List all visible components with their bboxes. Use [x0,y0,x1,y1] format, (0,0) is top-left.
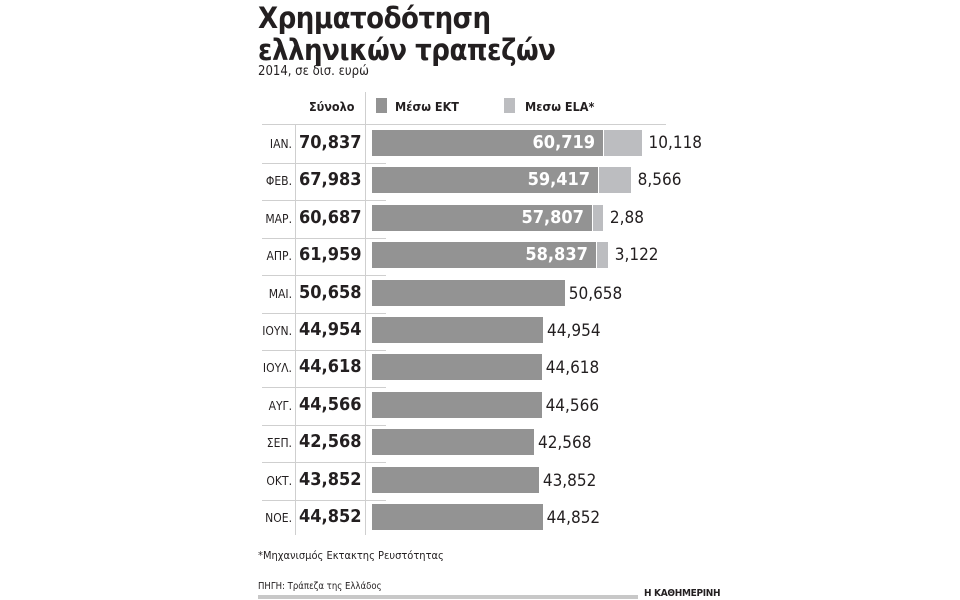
bar-ecb-value: 44,566 [545,395,600,416]
chart-title: Χρηματοδότηση ελληνικών τραπεζών [258,1,556,67]
month-label: ΦΕΒ. [265,174,292,189]
month-label: ΙΑΝ. [269,137,292,151]
bar-ecb-value: 43,852 [542,470,597,491]
month-label: ΜΑΙ. [268,286,292,301]
divider-month-total [295,124,296,535]
row-divider [262,499,386,501]
bar-ecb [372,466,539,493]
row-divider [262,275,386,277]
month-label: ΣΕΠ. [266,436,292,451]
bar-ecb-value: 58,837 [525,244,588,266]
footnote: *Μηχανισμός Εκτακτης Ρευστότητας [258,549,444,562]
month-label: ΜΑΡ. [265,211,292,226]
month-label: ΟΚΤ. [266,473,292,488]
row-divider [262,200,386,202]
bar-ecb-value: 42,568 [537,433,592,454]
brand-logo: Η ΚΑΘΗΜΕΡΙΝΗ [644,588,721,599]
bar-ecb-value: 50,658 [568,283,623,304]
bar-ela-value: 8,566 [637,170,682,191]
legend-swatch-ecb [376,98,387,113]
bar-ecb [372,429,534,456]
bar-ecb [372,317,544,343]
bar-ecb [372,204,592,231]
bar-ecb-value: 57,807 [521,206,584,228]
bar-ecb-value: 60,719 [532,132,596,153]
title-line-2: ελληνικών τραπεζών [258,33,556,67]
month-label: ΑΠΡ. [266,249,292,264]
total-value: 44,618 [299,356,362,378]
month-label: ΙΟΥΝ. [262,324,292,338]
legend-label-ecb: Μέσω ΕΚΤ [395,99,459,114]
month-label: ΝΟΕ. [265,511,292,525]
total-value: 50,658 [299,281,362,303]
total-value: 44,852 [299,506,362,527]
title-line-1: Χρηματοδότηση [258,1,491,35]
bar-ecb-value: 44,618 [545,358,600,379]
legend-swatch-ela [504,98,515,113]
bar-ela [596,242,608,269]
bar-ecb [372,504,543,530]
row-divider [262,163,386,164]
bar-ecb-value: 44,954 [547,321,601,341]
row-divider [262,462,386,464]
header-total: Σύνολο [309,99,355,114]
footer-rule [258,595,638,599]
bar-ecb [372,354,542,381]
total-value: 61,959 [299,244,362,266]
chart-subtitle: 2014, σε δισ. ευρώ [258,64,369,79]
total-value: 70,837 [299,132,362,153]
bar-ela-value: 3,122 [614,245,659,266]
bar-ecb [372,391,542,418]
month-label: ΙΟΥΛ. [262,361,292,376]
bar-ela [592,204,603,231]
row-divider [262,424,386,426]
source-note: ΠΗΓΗ: Τράπεζα της Ελλάδος [258,581,382,592]
bar-ecb [372,130,604,156]
row-divider [262,350,386,351]
total-value: 60,687 [299,206,362,228]
total-value: 44,566 [299,393,362,415]
legend-label-ela: Μεσω ELA* [525,99,595,114]
bar-ecb [372,279,565,306]
row-divider [262,387,386,389]
total-value: 42,568 [299,431,362,453]
bar-ecb [372,242,596,269]
bar-ecb-value: 44,852 [546,508,601,528]
total-value: 44,954 [299,319,362,340]
month-label: ΑΥΓ. [268,398,292,413]
bar-ela-value: 2,88 [609,207,644,228]
total-value: 43,852 [299,468,362,490]
bar-ela [604,130,642,156]
row-divider [262,312,386,314]
bar-ela [599,167,631,194]
bar-ecb-value: 59,417 [527,169,591,191]
bar-ela-value: 10,118 [648,133,703,153]
bar-ecb [372,167,599,194]
total-value: 67,983 [299,169,362,191]
header-rule [262,124,666,125]
row-divider [262,237,386,239]
